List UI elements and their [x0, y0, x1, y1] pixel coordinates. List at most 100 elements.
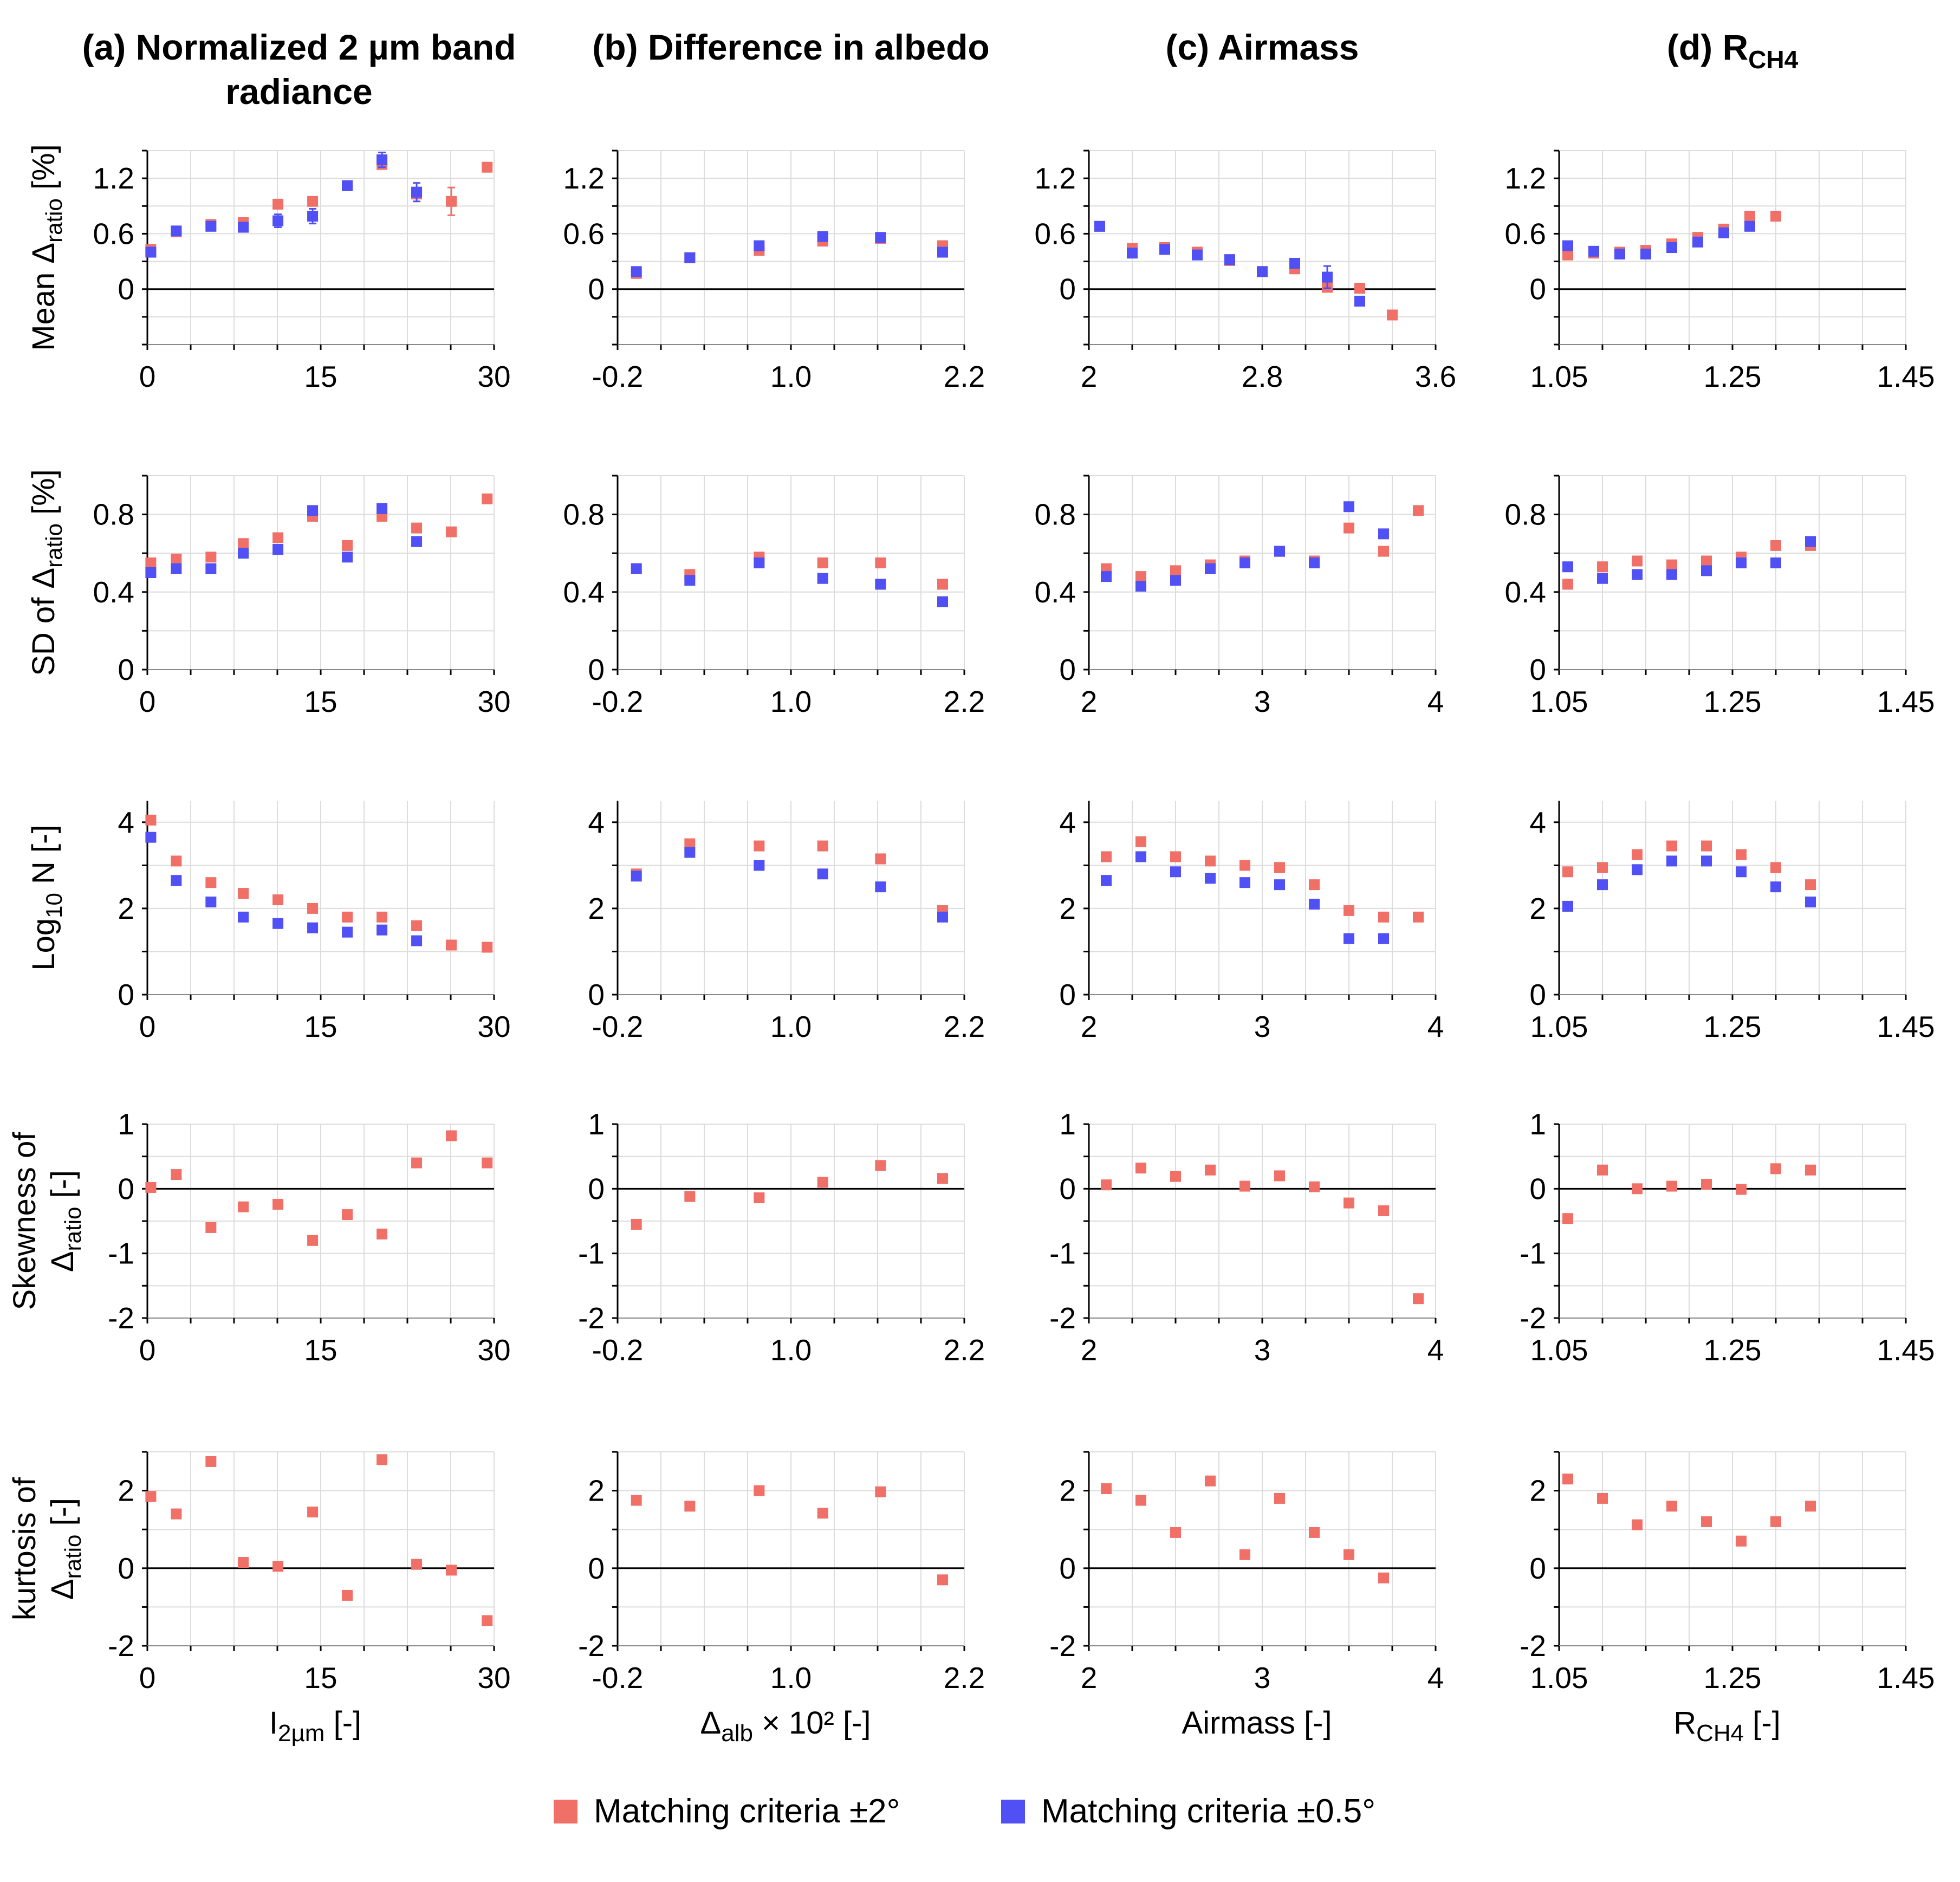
marker-05deg	[1322, 271, 1333, 283]
marker-05deg	[937, 911, 948, 923]
marker-05deg	[1344, 501, 1354, 512]
marker-2deg	[1562, 1474, 1573, 1485]
marker-05deg	[171, 225, 182, 237]
marker-2deg	[817, 1177, 828, 1188]
y-axis-label-skew: Δratio [-]	[45, 1170, 86, 1272]
x-tick-label: 2.2	[944, 1333, 985, 1367]
marker-05deg	[1701, 565, 1712, 576]
marker-2deg	[1387, 309, 1398, 321]
x-tick-label: 2	[1081, 1333, 1098, 1367]
marker-2deg	[342, 1209, 353, 1221]
x-tick-label: 2	[1081, 685, 1098, 718]
y-tick-label: 0.4	[563, 575, 605, 609]
y-tick-label: 0.8	[563, 498, 605, 531]
x-tick-label: 30	[477, 360, 510, 393]
x-tick-label: 1.0	[770, 360, 812, 393]
marker-05deg	[377, 503, 388, 514]
y-tick-label: 0	[118, 272, 134, 306]
marker-05deg	[1159, 244, 1170, 255]
marker-05deg	[1274, 546, 1285, 557]
marker-2deg	[272, 894, 284, 905]
y-tick-label: 2	[1529, 892, 1546, 925]
marker-05deg	[307, 211, 319, 222]
x-tick-label: 1.05	[1530, 1333, 1588, 1367]
marker-05deg	[1597, 573, 1608, 584]
marker-05deg	[145, 832, 157, 843]
marker-05deg	[238, 911, 249, 923]
marker-2deg	[754, 840, 765, 852]
marker-2deg	[446, 196, 457, 207]
y-tick-label: 0	[588, 1172, 605, 1205]
marker-2deg	[482, 942, 493, 953]
marker-2deg	[817, 557, 828, 569]
marker-05deg	[238, 222, 249, 233]
marker-2deg	[1354, 283, 1365, 294]
y-tick-label: -2	[108, 1629, 134, 1663]
marker-2deg	[238, 1557, 249, 1568]
marker-05deg	[1692, 236, 1703, 248]
marker-2deg	[377, 911, 388, 923]
marker-2deg	[1770, 540, 1781, 551]
panel-a-skew: 0 15 30 -2 -1 0 1	[108, 1107, 511, 1367]
y-tick-label: 0.4	[1035, 575, 1076, 609]
marker-05deg	[411, 935, 423, 946]
x-tick-label: 1.45	[1877, 1333, 1935, 1367]
x-tick-label: 1.25	[1703, 360, 1761, 393]
y-axis-label-kurt: kurtosis of	[7, 1477, 42, 1620]
x-tick-label: 1.0	[770, 1661, 812, 1695]
marker-05deg	[684, 252, 696, 263]
marker-2deg	[1770, 211, 1781, 222]
marker-05deg	[1666, 242, 1677, 253]
marker-05deg	[411, 186, 423, 198]
marker-05deg	[1094, 220, 1105, 232]
x-tick-label: 1.0	[770, 1333, 812, 1367]
x-tick-label: 3	[1254, 1010, 1271, 1043]
y-axis-label-mean: Mean Δratio [%]	[26, 144, 67, 351]
marker-2deg	[145, 814, 157, 826]
marker-05deg	[1170, 575, 1181, 586]
marker-2deg	[1736, 1184, 1747, 1195]
marker-2deg	[342, 1589, 353, 1601]
x-tick-label: -0.2	[592, 685, 644, 718]
x-tick-label: 15	[304, 1333, 337, 1367]
marker-2deg	[145, 1182, 157, 1193]
x-tick-label: -0.2	[592, 1661, 644, 1695]
y-tick-label: 0	[1059, 272, 1076, 306]
y-tick-label: 0	[118, 1552, 134, 1585]
marker-05deg	[817, 231, 828, 242]
marker-05deg	[1239, 877, 1250, 888]
panel-d-logn: 1.05 1.25 1.45 0 2 4	[1529, 801, 1935, 1043]
x-axis-label-c: Airmass [-]	[1182, 1705, 1332, 1741]
column-title-d: (d) RCH4	[1667, 27, 1799, 74]
y-tick-label: 0.6	[1035, 217, 1076, 250]
marker-05deg	[238, 548, 249, 559]
y-tick-label: 0	[1529, 272, 1546, 306]
marker-05deg	[272, 544, 284, 555]
marker-2deg	[937, 1574, 948, 1586]
marker-2deg	[1378, 1572, 1389, 1584]
x-tick-label: 30	[477, 1010, 510, 1043]
marker-2deg	[446, 1130, 457, 1141]
x-tick-label: 1.05	[1530, 1010, 1588, 1043]
y-tick-label: 0.6	[1505, 217, 1546, 250]
marker-05deg	[1135, 581, 1146, 592]
marker-05deg	[817, 868, 828, 880]
marker-2deg	[1239, 860, 1250, 871]
marker-2deg	[1239, 1180, 1250, 1192]
x-tick-label: 2.2	[944, 1010, 985, 1043]
marker-05deg	[1770, 557, 1781, 569]
y-tick-label: -1	[578, 1237, 605, 1270]
marker-05deg	[1640, 248, 1651, 259]
marker-05deg	[1562, 240, 1573, 251]
marker-05deg	[1170, 866, 1181, 878]
marker-05deg	[1736, 866, 1747, 878]
marker-2deg	[817, 1508, 828, 1519]
marker-2deg	[1632, 1183, 1643, 1195]
x-tick-label: 1.05	[1530, 360, 1588, 393]
marker-05deg	[1701, 855, 1712, 867]
marker-2deg	[1632, 555, 1643, 567]
x-tick-label: 3	[1254, 1661, 1271, 1695]
x-tick-label: 15	[304, 1661, 337, 1695]
x-tick-label: 1.25	[1703, 685, 1761, 718]
y-tick-label: 2	[1059, 1474, 1076, 1508]
